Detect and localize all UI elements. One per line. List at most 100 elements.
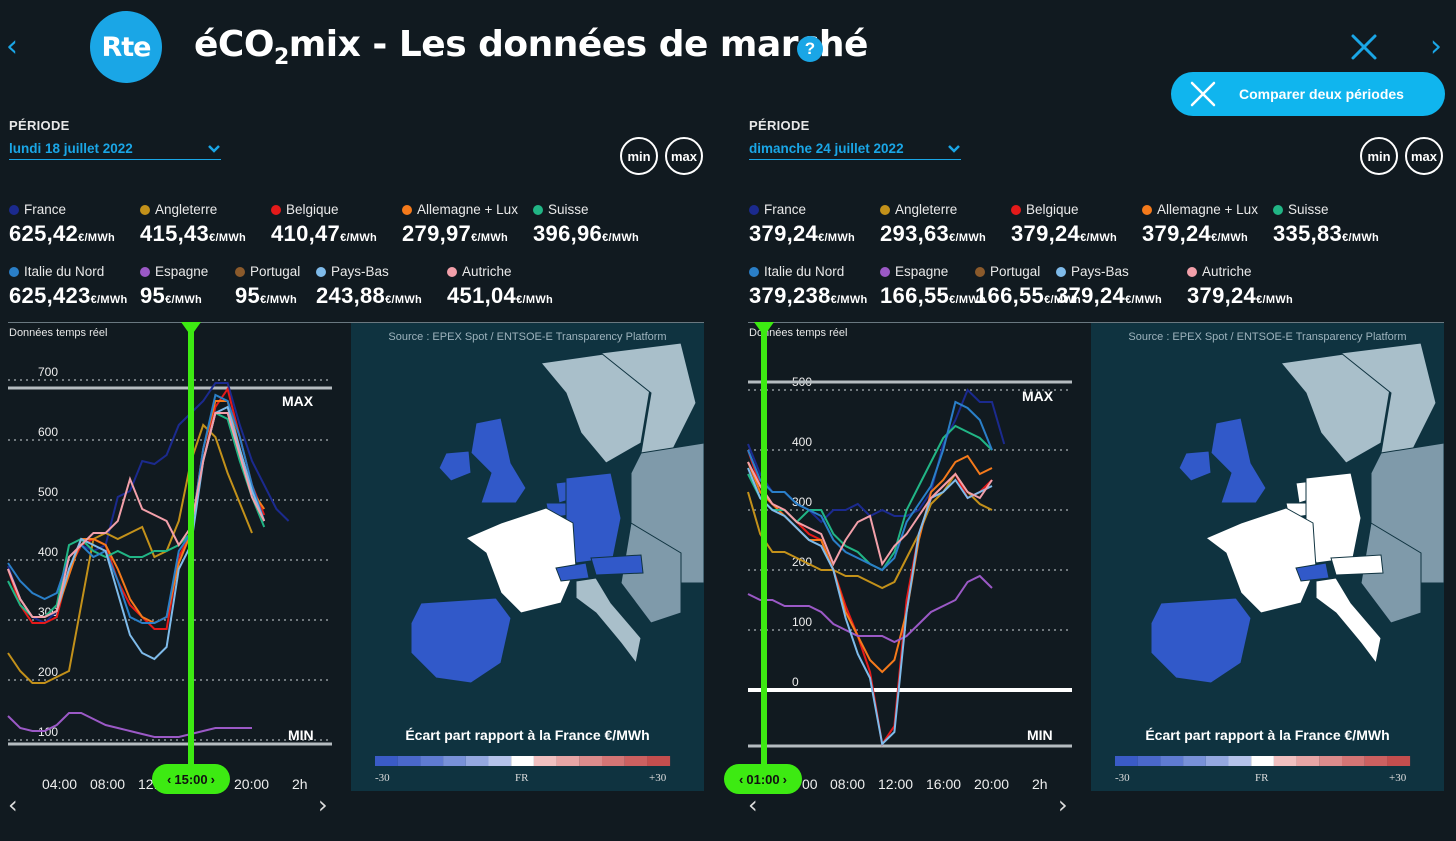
time-value: 01:00 bbox=[746, 771, 780, 787]
next-arrow-icon[interactable]: › bbox=[1430, 29, 1442, 64]
country-name: France bbox=[9, 202, 115, 217]
price-value: 379,238€/MWh bbox=[749, 283, 868, 309]
price-unit: €/MWh bbox=[516, 294, 554, 306]
max-button[interactable]: max bbox=[665, 137, 703, 175]
series-line bbox=[747, 461, 993, 567]
price-value: 279,97€/MWh bbox=[402, 221, 518, 247]
color-scale: -30 FR +30 bbox=[1115, 756, 1411, 784]
country-color-dot bbox=[140, 266, 150, 277]
chevron-left-icon: ‹ bbox=[167, 771, 172, 787]
scale-swatch bbox=[1137, 756, 1161, 766]
country-name: Angleterre bbox=[140, 202, 246, 217]
chart-next-icon[interactable]: › bbox=[318, 791, 328, 819]
price-unit: €/MWh bbox=[385, 294, 423, 306]
chart-prev-icon[interactable]: ‹ bbox=[748, 791, 758, 819]
price-item: Suisse 335,83€/MWh bbox=[1273, 202, 1379, 247]
country-label: Portugal bbox=[250, 264, 301, 279]
price-item: Portugal 95€/MWh bbox=[235, 264, 300, 309]
series-line bbox=[747, 467, 993, 747]
y-tick-label: 600 bbox=[38, 425, 58, 439]
country-color-dot bbox=[1187, 266, 1197, 277]
country-shape bbox=[1295, 562, 1330, 582]
periode-label: PÉRIODE bbox=[749, 118, 810, 133]
price-unit: €/MWh bbox=[1342, 232, 1380, 244]
country-name: Pays-Bas bbox=[316, 264, 422, 279]
price-number: 415,43 bbox=[140, 221, 210, 246]
title-post: mix - Les données de marché bbox=[288, 24, 869, 65]
scale-swatch bbox=[579, 756, 602, 766]
prev-arrow-icon[interactable]: ‹ bbox=[6, 29, 18, 64]
price-value: 379,24€/MWh bbox=[749, 221, 855, 247]
price-unit: €/MWh bbox=[949, 294, 987, 306]
country-label: Portugal bbox=[990, 264, 1041, 279]
x-tick-label: 04:00 bbox=[42, 776, 77, 792]
scale-swatch bbox=[465, 756, 489, 766]
help-icon[interactable]: ? bbox=[797, 36, 823, 62]
price-unit: €/MWh bbox=[602, 232, 640, 244]
country-color-dot bbox=[271, 204, 281, 215]
price-number: 625,42 bbox=[9, 221, 79, 246]
scale-min-label: -30 bbox=[375, 772, 390, 784]
country-color-dot bbox=[1011, 204, 1021, 215]
scale-swatch bbox=[397, 756, 421, 766]
price-number: 410,47 bbox=[271, 221, 341, 246]
country-shape bbox=[590, 554, 644, 576]
price-unit: €/MWh bbox=[90, 294, 128, 306]
x-tick-label: 08:00 bbox=[830, 776, 865, 792]
max-label: MAX bbox=[282, 393, 314, 409]
country-label: Italie du Nord bbox=[764, 264, 845, 279]
country-name: Portugal bbox=[975, 264, 1081, 279]
price-item: Allemagne + Lux 279,97€/MWh bbox=[402, 202, 518, 247]
price-unit: €/MWh bbox=[1125, 294, 1163, 306]
country-label: France bbox=[24, 202, 67, 217]
price-item: France 625,42€/MWh bbox=[9, 202, 115, 247]
price-unit: €/MWh bbox=[471, 232, 509, 244]
scale-swatch bbox=[1228, 756, 1252, 766]
scale-swatch bbox=[624, 756, 648, 766]
series-line bbox=[747, 424, 993, 572]
country-name: Pays-Bas bbox=[1056, 264, 1162, 279]
min-button[interactable]: min bbox=[620, 137, 658, 175]
compare-periods-button[interactable]: Comparer deux périodes bbox=[1171, 72, 1445, 116]
scale-swatch bbox=[511, 756, 534, 766]
y-tick-label: 300 bbox=[792, 495, 812, 509]
legend-title: Écart part rapport à la France €/MWh bbox=[1145, 727, 1390, 743]
country-name: Suisse bbox=[533, 202, 639, 217]
date-select[interactable]: lundi 18 juillet 2022 bbox=[9, 138, 221, 160]
country-color-dot bbox=[235, 266, 245, 277]
scale-mid-label: FR bbox=[1255, 772, 1269, 784]
time-handle[interactable]: ‹ 01:00 › bbox=[724, 764, 802, 794]
country-name: Angleterre bbox=[880, 202, 986, 217]
country-name: Espagne bbox=[140, 264, 208, 279]
price-unit: €/MWh bbox=[818, 232, 856, 244]
price-number: 279,97 bbox=[402, 221, 472, 246]
price-item: France 379,24€/MWh bbox=[749, 202, 855, 247]
country-color-dot bbox=[1056, 266, 1066, 277]
series-line bbox=[747, 574, 993, 644]
max-button[interactable]: max bbox=[1405, 137, 1443, 175]
realtime-label: Données temps réel bbox=[749, 327, 848, 339]
price-number: 166,55 bbox=[880, 283, 950, 308]
date-select[interactable]: dimanche 24 juillet 2022 bbox=[749, 138, 961, 160]
price-chart[interactable]: 100200300400500600700MAXMIN04:0008:0012:… bbox=[0, 322, 345, 792]
chart-next-icon[interactable]: › bbox=[1058, 791, 1068, 819]
price-item: Belgique 410,47€/MWh bbox=[271, 202, 377, 247]
price-value: 166,55€/MWh bbox=[975, 283, 1081, 309]
country-name: Portugal bbox=[235, 264, 300, 279]
price-number: 379,24 bbox=[1011, 221, 1081, 246]
close-icon[interactable] bbox=[1350, 33, 1378, 61]
scale-swatch bbox=[1115, 756, 1138, 766]
country-color-dot bbox=[1273, 204, 1283, 215]
min-label: MIN bbox=[1027, 727, 1053, 743]
country-label: France bbox=[764, 202, 807, 217]
series-line bbox=[7, 412, 266, 618]
country-color-dot bbox=[402, 204, 412, 215]
min-button[interactable]: min bbox=[1360, 137, 1398, 175]
scale-swatch bbox=[488, 756, 512, 766]
price-number: 243,88 bbox=[316, 283, 386, 308]
time-handle[interactable]: ‹ 15:00 › bbox=[152, 764, 230, 794]
y-tick-label: 200 bbox=[38, 665, 58, 679]
scale-swatch bbox=[1205, 756, 1229, 766]
chart-prev-icon[interactable]: ‹ bbox=[8, 791, 18, 819]
